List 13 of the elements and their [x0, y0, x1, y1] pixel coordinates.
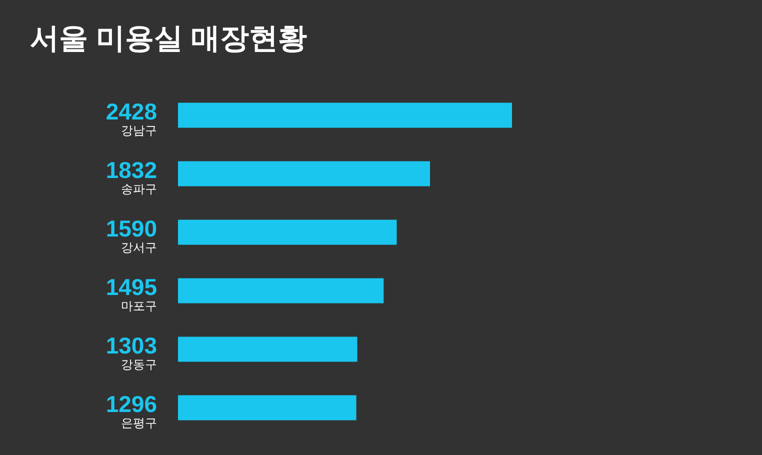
title: 서울 미용실 매장현황 — [30, 23, 308, 55]
data-label: 1590 — [106, 215, 157, 242]
data-label: 1296 — [106, 390, 157, 417]
data-label: 1303 — [106, 332, 157, 358]
data-label: 1832 — [106, 156, 157, 183]
category-label: 강서구 — [121, 240, 157, 254]
category-label: 강남구 — [121, 123, 157, 138]
category-label: 송파구 — [121, 182, 157, 196]
category-label: 마포구 — [121, 298, 157, 313]
data-label: 2428 — [106, 98, 157, 124]
data-label: 1495 — [106, 274, 157, 300]
category-label: 강동구 — [121, 357, 157, 372]
category-label: 은평구 — [121, 416, 157, 430]
